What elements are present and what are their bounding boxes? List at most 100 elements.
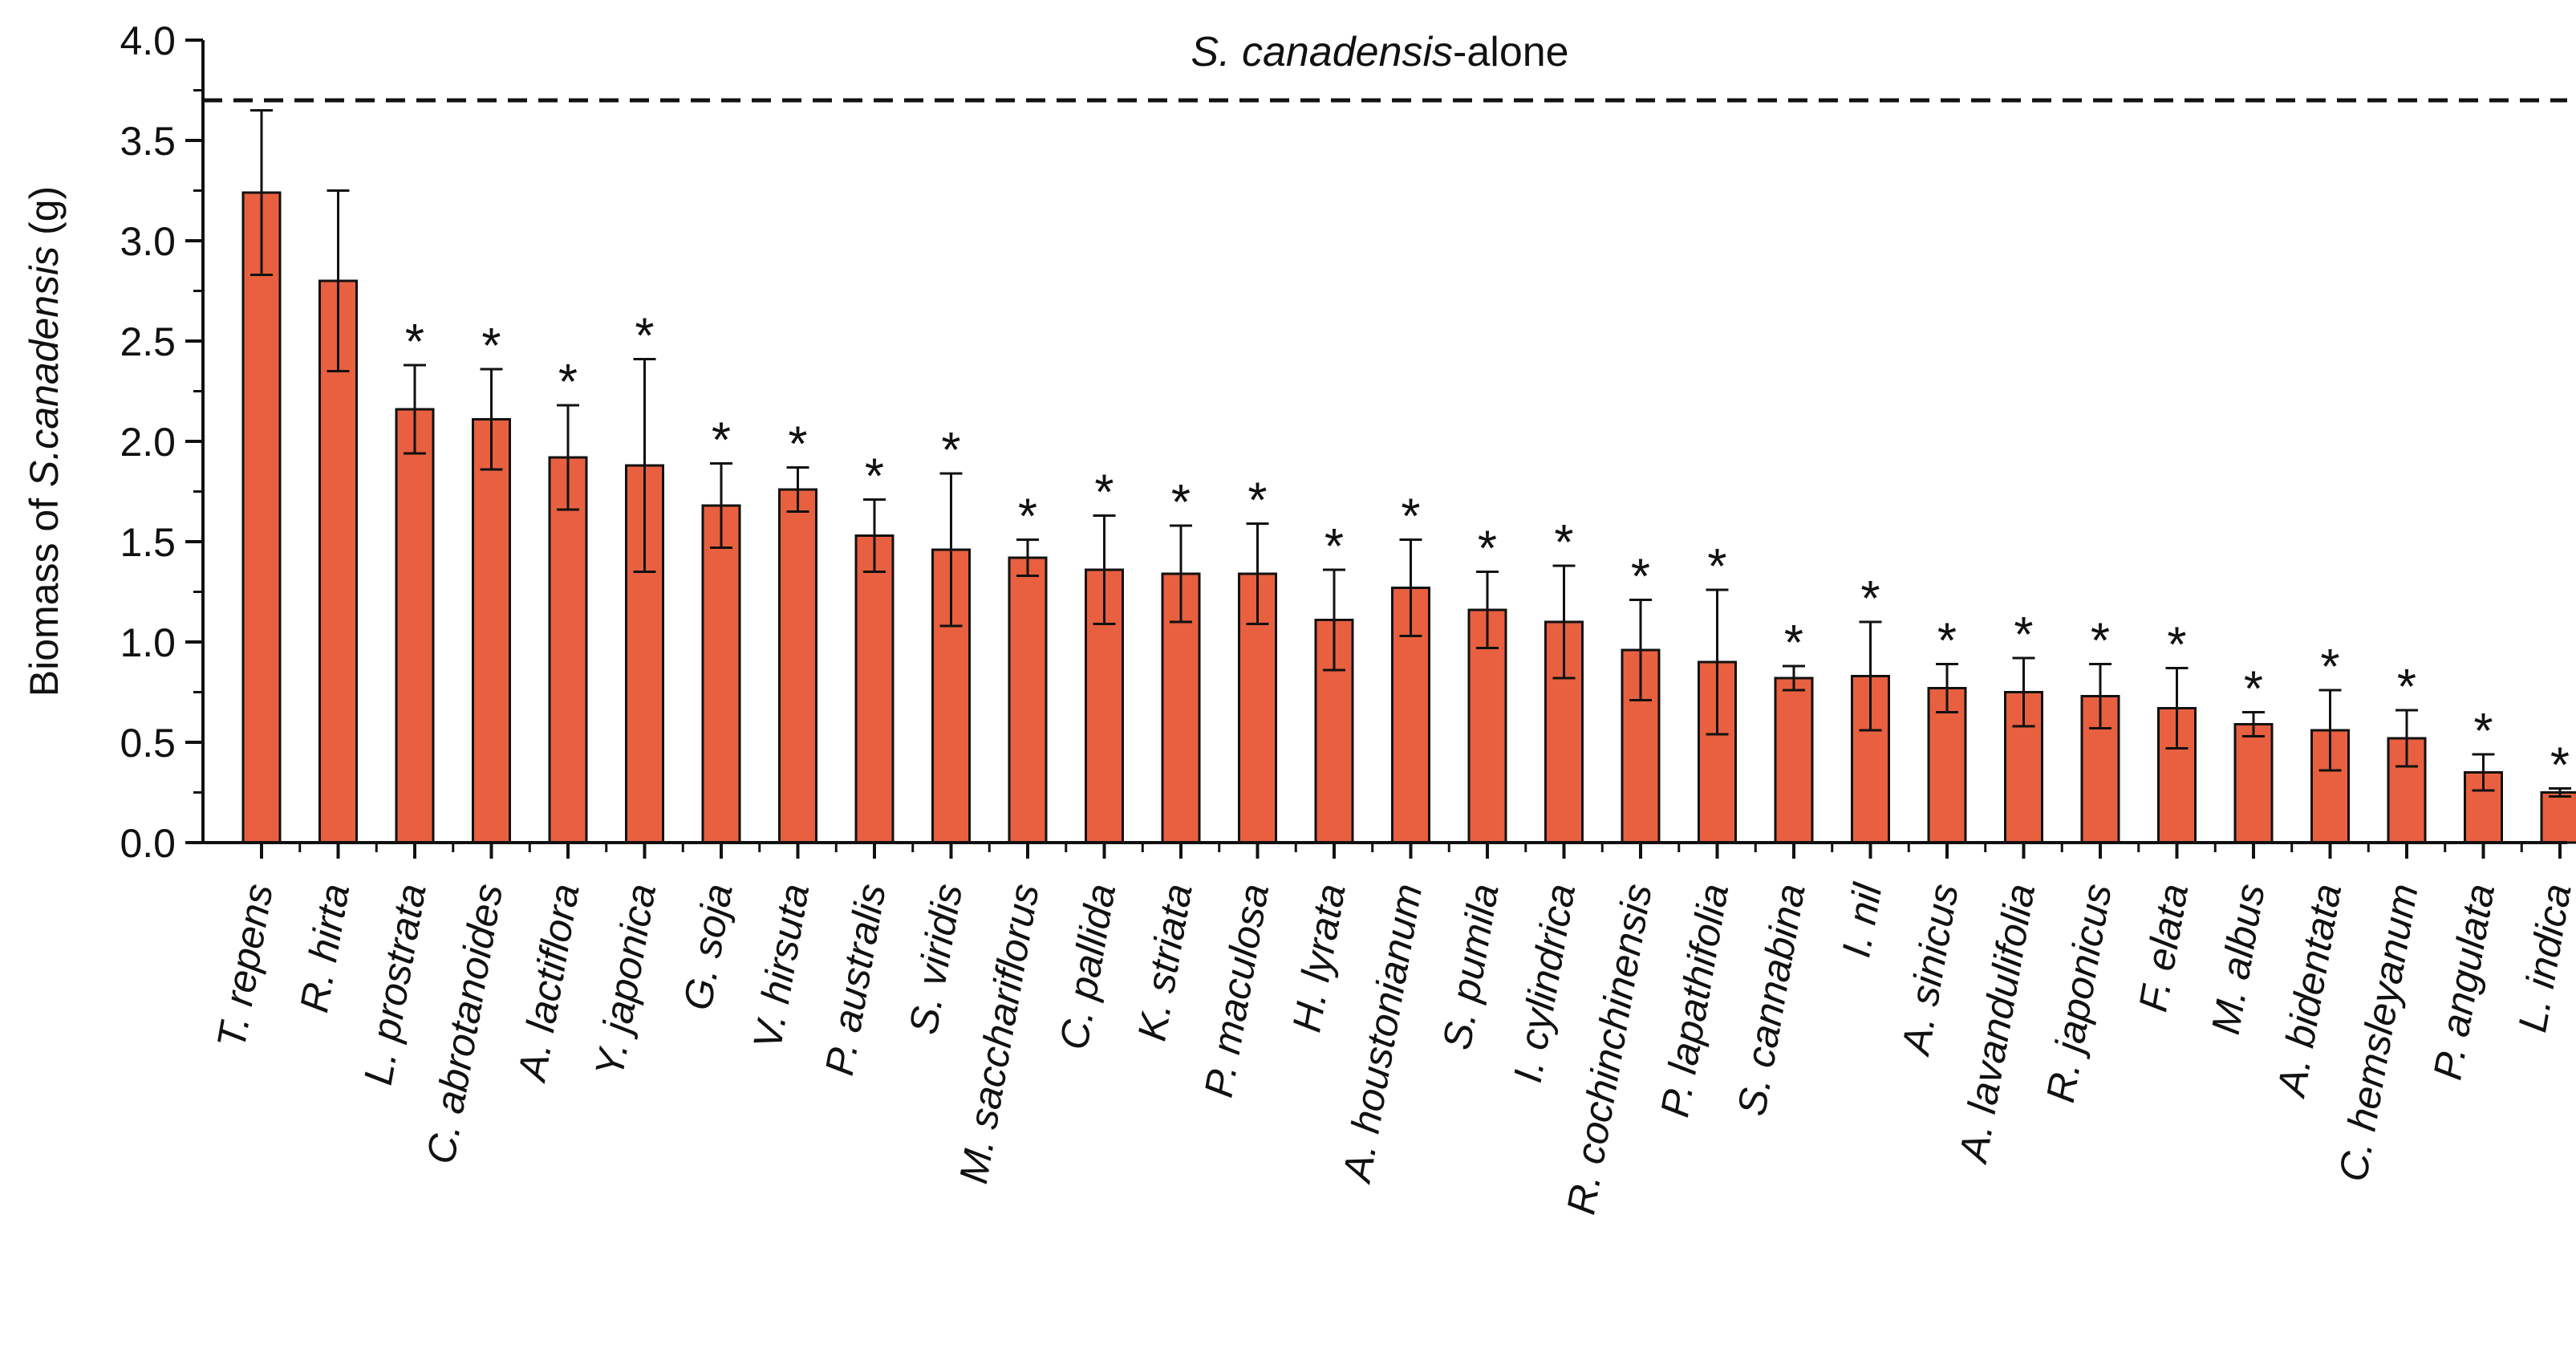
y-tick-label: 2.5 — [120, 319, 176, 364]
y-tick-label: 4.0 — [120, 18, 176, 63]
error-bar — [1476, 571, 1499, 649]
significance-star: * — [558, 355, 578, 410]
error-bar — [1859, 620, 1882, 732]
x-tick-label: I. cylindrica — [1505, 880, 1584, 1086]
error-bar — [863, 498, 886, 573]
error-bar — [1936, 663, 1958, 713]
error-bar — [1093, 514, 1116, 625]
significance-star: * — [2091, 614, 2110, 669]
x-tick-label: F. elata — [2130, 880, 2197, 1015]
significance-star: * — [1401, 490, 1420, 545]
error-bar — [1706, 588, 1729, 736]
bar — [2233, 723, 2274, 844]
x-tick-label: R. japonicus — [2038, 880, 2120, 1106]
bar — [241, 191, 282, 844]
error-bar — [2089, 663, 2112, 729]
y-tick-label: 2.0 — [120, 420, 176, 465]
error-bar — [327, 189, 350, 372]
y-tick-label: 3.5 — [120, 119, 176, 164]
bar — [2464, 771, 2503, 844]
significance-star: * — [2320, 640, 2339, 695]
significance-star: * — [1631, 550, 1650, 605]
x-tick-label: P. australis — [817, 880, 895, 1079]
error-bar — [939, 472, 963, 628]
x-tick-label: H. lyrata — [1284, 880, 1353, 1035]
error-bar — [1783, 664, 1805, 692]
bar — [778, 488, 817, 844]
significance-star: * — [1860, 571, 1880, 627]
significance-star: * — [2473, 704, 2493, 759]
significance-star: * — [1247, 473, 1267, 529]
bars — [241, 191, 2576, 844]
x-tick-label: A. lavandulifolia — [1950, 880, 2043, 1168]
x-tick-label: A. houstonianum — [1334, 880, 1431, 1187]
error-bar — [250, 109, 273, 276]
error-bar — [2549, 787, 2571, 798]
error-bar — [1016, 538, 1039, 577]
y-tick-label: 3.0 — [120, 219, 176, 264]
error-bar — [557, 404, 579, 511]
error-bar — [2472, 753, 2495, 792]
significance-star: * — [788, 417, 807, 473]
significance-star: * — [1325, 519, 1344, 575]
x-tick-label: I. nil — [1833, 879, 1890, 961]
x-tick-label: K. striata — [1129, 880, 1200, 1044]
error-bar — [2395, 709, 2418, 768]
bar — [472, 418, 511, 844]
bar — [854, 534, 895, 844]
error-bar — [1399, 538, 1422, 637]
significance-star: * — [2244, 662, 2263, 717]
bar — [1238, 572, 1277, 844]
x-tick-label: L. indica — [2509, 880, 2576, 1035]
significance-star: * — [2550, 738, 2570, 794]
significance-star: * — [712, 413, 731, 469]
significance-star: * — [2167, 618, 2186, 673]
error-bar — [786, 466, 809, 513]
x-tick-label: M. albus — [2203, 880, 2274, 1038]
error-bar — [1552, 564, 1576, 680]
x-tick-label: Y. japonica — [586, 880, 664, 1080]
x-tick-label: P. maculosa — [1196, 880, 1278, 1100]
significance-star: * — [1707, 539, 1726, 595]
x-tick-label: S. viridis — [900, 880, 971, 1038]
axes — [185, 39, 2567, 859]
significance-star: * — [865, 449, 884, 505]
error-bar — [1629, 599, 1652, 701]
error-bars — [250, 109, 2571, 798]
significance-star: * — [405, 315, 424, 370]
error-bar — [2012, 656, 2035, 728]
x-tick-label: S. cannabina — [1729, 880, 1814, 1119]
x-tick-label: M. sacchariflorus — [951, 880, 1048, 1187]
error-bar — [2318, 689, 2342, 772]
x-tick-label: A. lactiflora — [509, 880, 588, 1086]
error-bar — [2165, 667, 2189, 750]
significance-star: * — [1784, 616, 1803, 671]
x-tick-label: A. sinicus — [1892, 880, 1967, 1059]
bar — [1774, 676, 1814, 844]
significance-star: * — [1554, 515, 1573, 571]
x-tick-label: C. abrotanoides — [418, 880, 511, 1167]
bar — [1008, 556, 1048, 844]
bar — [701, 504, 741, 844]
x-tick-label: V. hirsuta — [744, 880, 817, 1052]
x-tick-label: L. prostrata — [355, 880, 435, 1088]
significance-star: * — [1937, 614, 1957, 669]
y-tick-label: 0.0 — [120, 821, 176, 866]
error-bar — [480, 368, 503, 471]
error-bar — [633, 358, 656, 573]
bar — [548, 456, 588, 844]
bar — [1927, 687, 1967, 844]
significance-star: * — [941, 423, 960, 478]
x-tick-label: S. pumila — [1434, 880, 1507, 1053]
y-tick-label: 0.5 — [120, 721, 176, 766]
x-tick-label: G. soja — [675, 880, 741, 1014]
bar — [2540, 791, 2576, 844]
significance-star: * — [2014, 607, 2033, 663]
x-tick-label: P. lapathifolia — [1652, 880, 1737, 1120]
x-tick-label: R. hirta — [291, 880, 358, 1015]
error-bar — [710, 462, 732, 549]
error-bar — [1246, 522, 1269, 625]
significance-star: * — [481, 319, 501, 374]
y-tick-label: 1.5 — [120, 520, 176, 565]
